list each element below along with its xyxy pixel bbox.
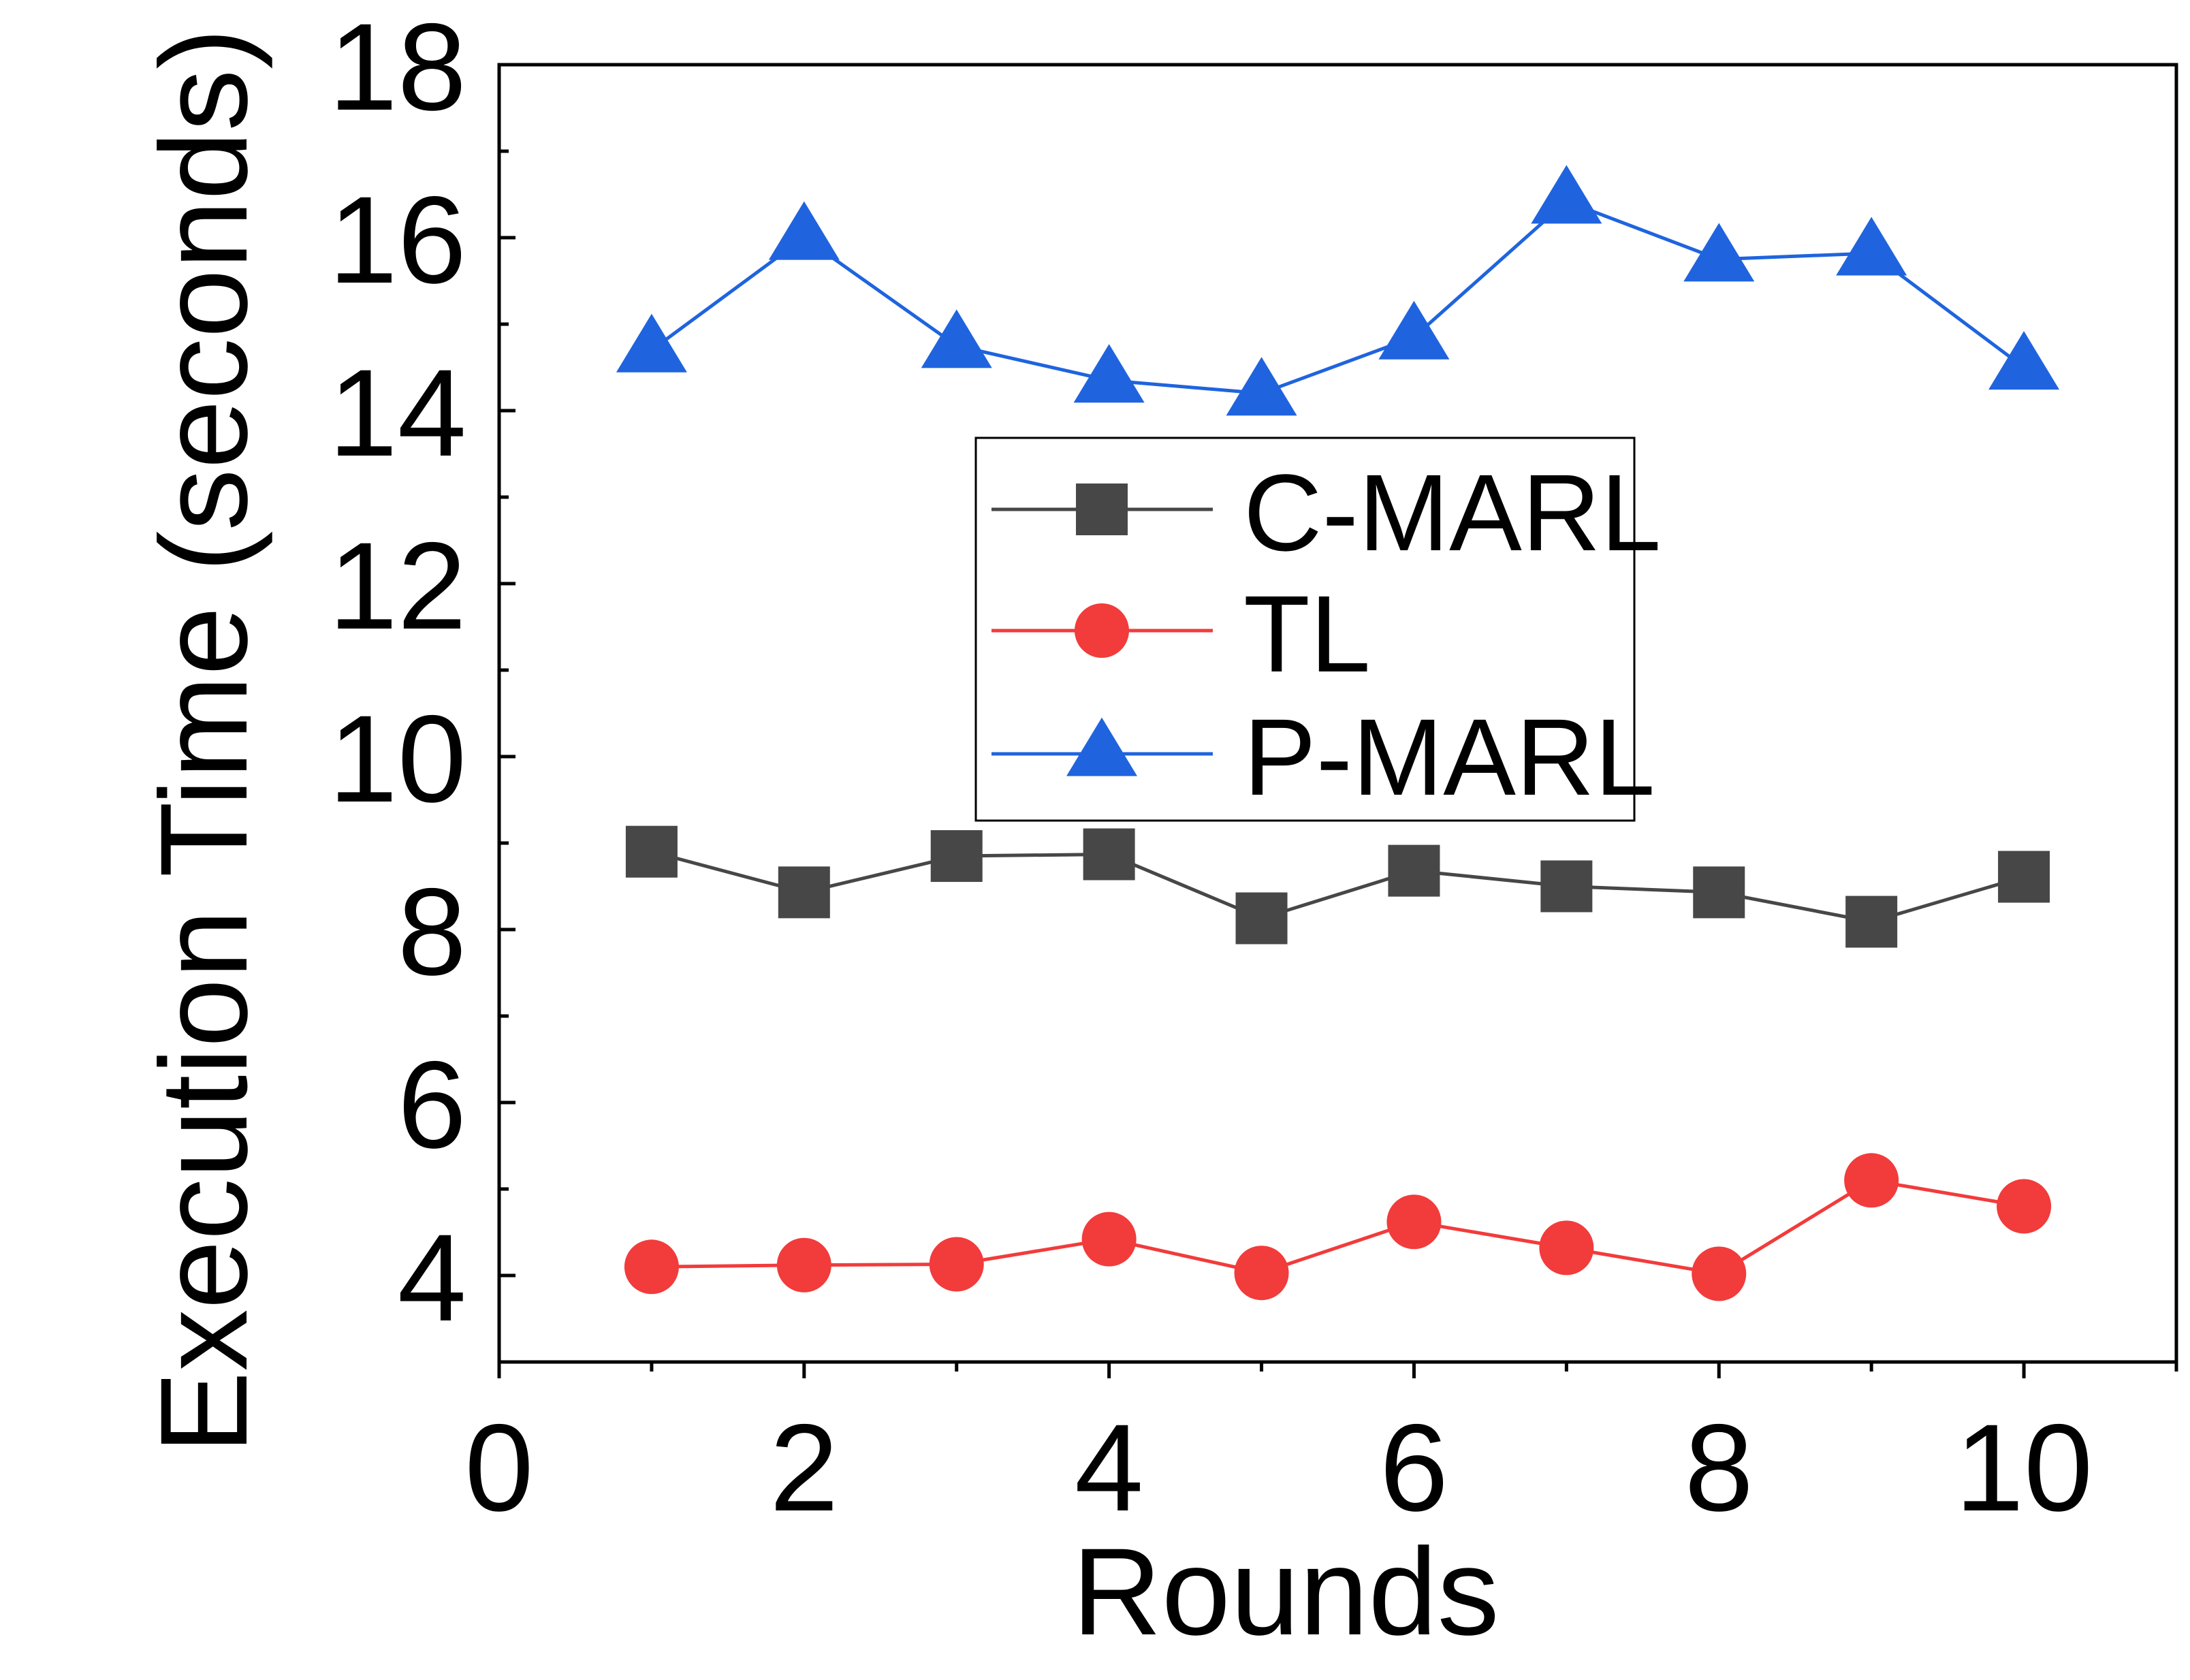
x-axis-title: Rounds: [1072, 1522, 1499, 1661]
y-tick-label: 6: [398, 1035, 466, 1174]
data-point: [776, 1237, 831, 1293]
data-point: [1531, 165, 1602, 224]
y-tick-label: 4: [398, 1208, 466, 1347]
data-point: [624, 1239, 679, 1295]
x-tick-label: 4: [1075, 1398, 1143, 1537]
plot-frame: [497, 63, 2178, 1364]
data-point: [1997, 1179, 2052, 1234]
legend-label: C-MARL: [1243, 451, 1661, 573]
series-line: [651, 850, 2025, 924]
data-point: [1226, 357, 1297, 416]
legend-label: TL: [1243, 573, 1371, 695]
legend-marker: [1076, 484, 1128, 535]
x-tick-label: 10: [1955, 1398, 2093, 1537]
data-point: [1235, 892, 1288, 945]
data-point: [1081, 1211, 1137, 1267]
data-point: [1083, 828, 1135, 881]
data-point: [1539, 1220, 1594, 1275]
data-point: [1540, 860, 1593, 913]
y-axis-title: Execution Time (seconds): [134, 28, 273, 1454]
series-line: [650, 199, 2025, 396]
data-point: [929, 1237, 984, 1292]
series-c-marl: [625, 825, 2050, 948]
y-tick-label: 14: [329, 343, 466, 482]
series-p-marl: [616, 165, 2060, 416]
x-tick-label: 6: [1380, 1398, 1448, 1537]
data-point: [1234, 1246, 1289, 1301]
series-layer: [616, 165, 2060, 1301]
data-point: [1998, 851, 2050, 903]
data-point: [1073, 344, 1145, 403]
legend-label: P-MARL: [1243, 696, 1655, 818]
legend-marker: [1075, 603, 1129, 658]
data-point: [768, 201, 840, 260]
data-point: [1388, 844, 1440, 897]
data-point: [930, 830, 983, 883]
y-tick-label: 16: [329, 170, 466, 309]
y-tick-label: 10: [329, 689, 466, 828]
data-point: [921, 309, 992, 368]
data-point: [1692, 1246, 1747, 1301]
series-tl: [624, 1153, 2052, 1301]
data-point: [1693, 866, 1745, 919]
data-point: [1683, 223, 1755, 282]
y-tick-label: 12: [329, 516, 466, 655]
series-line: [651, 1178, 2025, 1276]
data-point: [1988, 331, 2060, 390]
data-point: [616, 313, 687, 373]
y-tick-label: 18: [329, 0, 466, 136]
data-point: [778, 866, 830, 919]
data-point: [1378, 300, 1450, 360]
data-point: [1836, 217, 1907, 276]
x-tick-label: 2: [769, 1398, 838, 1537]
data-point: [1844, 1153, 1899, 1208]
axes-layer: 4 6 8 10 12 14 16 18 0 2 4 6 8 10: [329, 0, 2178, 1537]
legend-marker: [1066, 717, 1137, 776]
data-point: [1845, 896, 1898, 948]
x-tick-label: 8: [1685, 1398, 1753, 1537]
y-tick-label: 8: [398, 862, 466, 1001]
data-point: [625, 825, 678, 878]
data-point: [1386, 1194, 1442, 1250]
x-tick-label: 0: [464, 1398, 533, 1537]
